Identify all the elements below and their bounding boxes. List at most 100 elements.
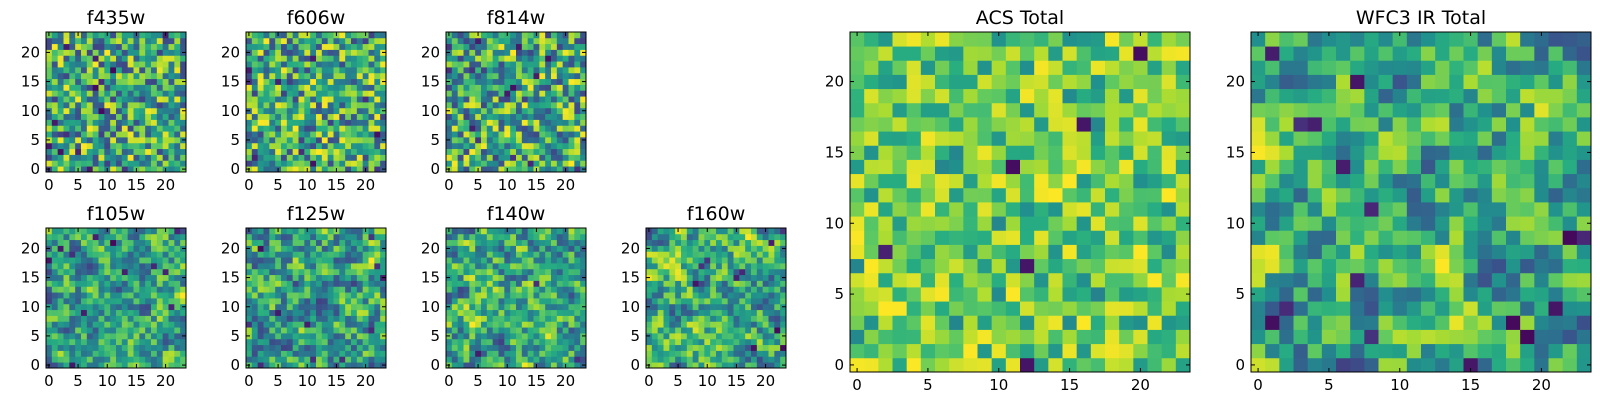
heatmap-cell (63, 268, 70, 276)
heatmap-cell (756, 239, 764, 246)
heatmap-cell (710, 315, 717, 322)
heatmap-cell (257, 154, 264, 161)
heatmap-cell (556, 102, 564, 109)
heatmap-cell (545, 72, 552, 80)
heatmap-cell (935, 343, 950, 359)
heatmap-cell (486, 280, 494, 287)
heatmap-cell (46, 131, 53, 138)
heatmap-cell (275, 37, 282, 45)
heatmap-cell (174, 298, 181, 305)
heatmap-cell (174, 96, 181, 103)
heatmap-cell (556, 154, 564, 161)
heatmap-cell (545, 113, 552, 120)
heatmap-cell (1435, 343, 1450, 359)
heatmap-cell (304, 137, 311, 144)
heatmap-cell (151, 154, 158, 161)
heatmap-cell (481, 113, 488, 120)
heatmap-cell (281, 160, 288, 167)
heatmap-cell (1477, 357, 1493, 373)
heatmap-cell (498, 107, 505, 115)
heatmap-cell (1076, 258, 1092, 274)
heatmap-cell (751, 303, 758, 311)
heatmap-cell (168, 43, 175, 50)
heatmap-cell (739, 239, 746, 246)
heatmap-cell (516, 309, 523, 316)
heatmap-cell (63, 43, 70, 50)
heatmap-cell (286, 113, 294, 120)
heatmap-cell (1034, 230, 1049, 245)
heatmap-cell (380, 160, 387, 167)
heatmap-cell (539, 43, 546, 50)
heatmap-cell (568, 327, 575, 334)
heatmap-cell (316, 137, 323, 144)
heatmap-cell (521, 298, 529, 305)
heatmap-cell (1020, 173, 1035, 189)
heatmap-cell (574, 344, 581, 351)
heatmap-cell (716, 239, 723, 246)
heatmap-cell (504, 268, 511, 276)
heatmap-cell (321, 84, 329, 91)
heatmap-cell (475, 102, 482, 109)
heatmap-cell (991, 357, 1007, 373)
heatmap-cell (451, 142, 459, 150)
heatmap-cell (1147, 131, 1163, 146)
heatmap-cell (864, 287, 879, 302)
heatmap-cell (469, 228, 476, 235)
heatmap-cell (1076, 60, 1092, 75)
heatmap-cell (949, 74, 964, 90)
heatmap-cell (116, 239, 123, 246)
heatmap-cell (1147, 230, 1163, 245)
heatmap-cell (551, 286, 558, 293)
heatmap-cell (168, 362, 175, 369)
heatmap-cell (46, 72, 53, 80)
heatmap-cell (110, 228, 117, 235)
heatmap-cell (751, 315, 758, 322)
heatmap-cell (492, 119, 499, 126)
heatmap-cell (1307, 329, 1323, 345)
heatmap-cell (698, 362, 705, 369)
heatmap-cell (498, 113, 505, 120)
heatmap-cell (51, 113, 59, 120)
heatmap-cell (935, 32, 950, 47)
heatmap-cell (991, 88, 1007, 104)
heatmap-cell (339, 228, 346, 235)
heatmap-cell (362, 298, 369, 305)
heatmap-cell (174, 274, 181, 281)
heatmap-cell (156, 274, 164, 281)
heatmap-cell (292, 292, 299, 299)
heatmap-cell (646, 286, 653, 293)
x-tick-label: 0 (44, 372, 54, 390)
heatmap-cell (756, 292, 764, 299)
y-tick-label: 15 (21, 269, 40, 287)
heatmap-cell (935, 173, 950, 189)
heatmap-cell (1364, 357, 1379, 373)
heatmap-cell (316, 298, 323, 305)
heatmap-cell (46, 298, 53, 305)
heatmap-cell (63, 55, 70, 62)
heatmap-cell (145, 280, 152, 287)
heatmap-cell (374, 233, 381, 241)
heatmap-cell (1520, 315, 1535, 330)
heatmap-cell (356, 148, 364, 155)
heatmap-cell (716, 350, 723, 357)
heatmap-cell (281, 148, 288, 155)
heatmap-cell (127, 257, 134, 264)
heatmap-cell (451, 268, 459, 276)
heatmap-cell (481, 154, 488, 161)
heatmap-cell (1279, 357, 1294, 373)
heatmap-cell (1175, 88, 1191, 104)
heatmap-cell (57, 350, 64, 357)
heatmap-cell (768, 356, 775, 363)
heatmap-cell (356, 344, 364, 351)
heatmap-cell (745, 362, 752, 369)
heatmap-cell (1175, 187, 1191, 203)
heatmap-cell (516, 43, 523, 50)
heatmap-cell (374, 49, 381, 56)
heatmap-cell (1175, 357, 1191, 373)
heatmap-cell (281, 49, 288, 56)
heatmap-cell (475, 154, 482, 161)
heatmap-cell (733, 257, 740, 264)
heatmap-cell (86, 160, 94, 167)
heatmap-cell (878, 343, 893, 359)
heatmap-cell (351, 239, 358, 246)
